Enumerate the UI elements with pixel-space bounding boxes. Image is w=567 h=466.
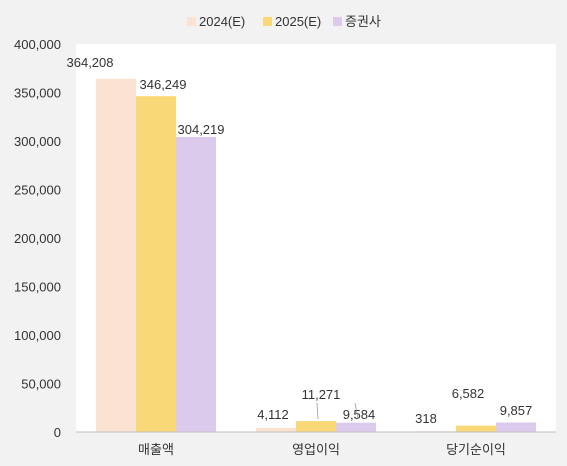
leader-line-3-2 [354, 402, 359, 420]
category-label: 당기순이익 [446, 442, 506, 457]
category-label: 영업이익 [292, 442, 340, 457]
bar-2-1 [136, 96, 176, 432]
legend: 2024(E) 2025(E) 증권사 [187, 14, 381, 29]
data-label-1-1: 364,208 [67, 55, 114, 70]
legend-label-3: 증권사 [345, 14, 381, 29]
data-label-1-3: 318 [415, 411, 437, 426]
legend-swatch-2 [263, 17, 272, 26]
y-tick-label: 200,000 [14, 231, 61, 246]
bar-2-2 [296, 421, 336, 432]
bar-1-2 [256, 428, 296, 432]
y-tick-label: 0 [54, 425, 61, 440]
y-tick-label: 400,000 [14, 37, 61, 52]
data-label-2-2: 11,271 [302, 387, 341, 402]
y-tick-label: 100,000 [14, 328, 61, 343]
y-tick-label: 300,000 [14, 134, 61, 149]
category-label: 매출액 [138, 442, 174, 457]
y-tick-label: 250,000 [14, 183, 61, 198]
data-label-3-1: 304,219 [178, 122, 225, 137]
legend-label-2: 2025(E) [275, 14, 321, 29]
legend-swatch-1 [187, 17, 196, 26]
y-tick-label: 350,000 [14, 86, 61, 101]
bar-3-2 [336, 422, 376, 432]
bar-2-3 [456, 425, 496, 432]
bar-3-1 [176, 136, 216, 432]
legend-label-1: 2024(E) [199, 14, 245, 29]
y-tick-label: 150,000 [14, 280, 61, 295]
bar-3-3 [496, 422, 536, 432]
bar-1-1 [96, 78, 136, 433]
y-tick-label: 50,000 [21, 377, 61, 392]
bars [96, 78, 536, 433]
data-label-3-3: 9,857 [500, 403, 533, 418]
data-label-2-1: 346,249 [140, 77, 187, 92]
y-axis: 0 50,000 100,000 150,000 200,000 250,000 300,0… [14, 37, 61, 440]
legend-swatch-3 [333, 17, 342, 26]
data-label-2-3: 6,582 [452, 386, 485, 401]
leader-line-2-2 [316, 402, 319, 420]
data-label-3-2: 9,584 [343, 407, 376, 422]
data-label-1-2: 4,112 [257, 407, 289, 422]
x-axis: 매출액 영업이익 당기순이익 [76, 431, 556, 457]
